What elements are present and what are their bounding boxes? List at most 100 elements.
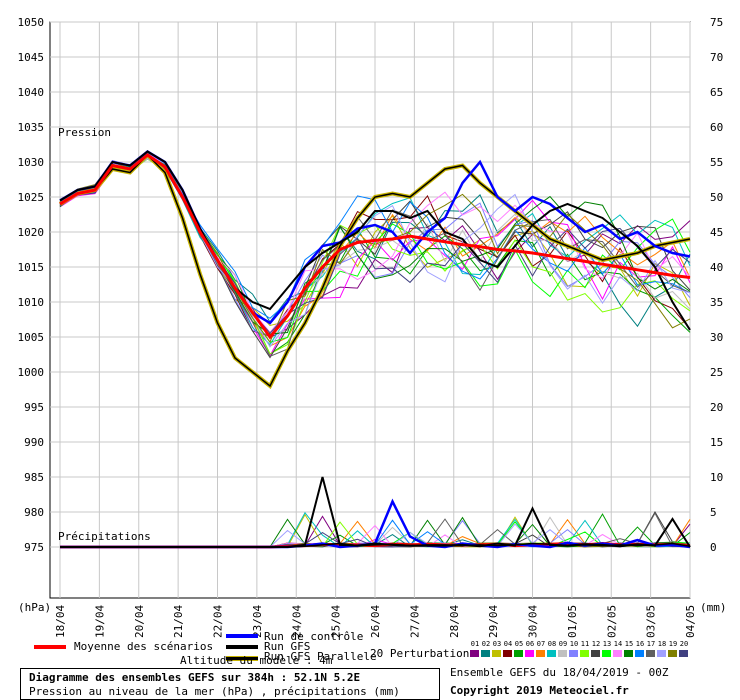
legend-altitude: Altitude du modèle : 4m: [180, 654, 333, 667]
legend-mean: Moyenne des scénarios: [74, 640, 214, 653]
perturbation-swatch: [613, 650, 622, 657]
legend-gfs: Run GFS: [264, 640, 311, 653]
perturbation-swatch: [679, 650, 688, 657]
perturbation-label: 12: [591, 640, 601, 648]
series-line-0: [59, 153, 691, 340]
copyright: Copyright 2019 Meteociel.fr: [450, 684, 629, 697]
member-pressure-line: [59, 154, 691, 343]
perturbation-label: 03: [492, 640, 502, 648]
right-tick-label: 55: [710, 156, 723, 169]
chart-subtitle: Pression au niveau de la mer (hPa) , pré…: [29, 685, 400, 698]
precip-line-3: [60, 542, 691, 548]
perturbation-label: 14: [613, 640, 623, 648]
right-tick-label: 65: [710, 86, 723, 99]
series-line-3: [59, 153, 691, 388]
perturbation-swatch: [492, 650, 501, 657]
perturbations-label: 20 Perturbations: [370, 647, 476, 660]
left-tick-label: 1045: [18, 51, 45, 64]
x-tick-label: 22/04: [212, 605, 225, 638]
x-tick-label: 02/05: [605, 605, 618, 638]
legend-swatch-gfs-parallele: [226, 656, 258, 661]
right-tick-label: 5: [710, 506, 717, 519]
right-tick-label: 25: [710, 366, 723, 379]
x-tick-label: 28/04: [448, 605, 461, 638]
plot-area: [49, 21, 691, 599]
perturbation-label: 15: [624, 640, 634, 648]
right-tick-label: 0: [710, 541, 717, 554]
left-tick-label: 1020: [18, 226, 45, 239]
perturbation-swatch: [470, 650, 479, 657]
perturbation-label: 19: [668, 640, 678, 648]
perturbation-swatch: [514, 650, 523, 657]
perturbation-swatch: [503, 650, 512, 657]
x-tick-label: 19/04: [93, 605, 106, 638]
perturbation-swatch: [569, 650, 578, 657]
panel-precip-label: Précipitations: [58, 530, 151, 543]
perturbation-label: 02: [481, 640, 491, 648]
legend-swatch-gfs: [226, 645, 258, 649]
left-tick-label: 975: [24, 541, 44, 554]
x-tick-label: 27/04: [408, 605, 421, 638]
perturbation-swatch: [602, 650, 611, 657]
perturbation-label: 06: [525, 640, 535, 648]
perturbation-label: 07: [536, 640, 546, 648]
perturbation-swatch: [624, 650, 633, 657]
perturbation-label: 10: [569, 640, 579, 648]
left-axis-unit: (hPa): [18, 601, 52, 614]
right-tick-label: 50: [710, 191, 723, 204]
right-tick-label: 15: [710, 436, 723, 449]
perturbation-swatch: [481, 650, 490, 657]
perturbation-label: 13: [602, 640, 612, 648]
left-tick-label: 1035: [18, 121, 45, 134]
left-tick-label: 995: [24, 401, 44, 414]
left-tick-label: 990: [24, 436, 44, 449]
run-info: Ensemble GEFS du 18/04/2019 - 00Z: [450, 666, 669, 679]
series-line-2: [59, 150, 691, 331]
left-tick-label: 980: [24, 506, 44, 519]
x-tick-label: 29/04: [487, 605, 500, 638]
perturbation-swatch: [536, 650, 545, 657]
left-tick-label: 985: [24, 471, 44, 484]
right-tick-label: 75: [710, 16, 723, 29]
perturbation-swatch: [635, 650, 644, 657]
right-axis-unit: (mm): [700, 601, 727, 614]
left-tick-label: 1050: [18, 16, 45, 29]
perturbation-label: 18: [657, 640, 667, 648]
left-tick-label: 1030: [18, 156, 45, 169]
left-tick-label: 1010: [18, 296, 45, 309]
right-tick-label: 40: [710, 261, 723, 274]
legend-swatch-control: [226, 634, 258, 638]
x-tick-label: 24/04: [290, 605, 303, 638]
perturbation-swatch: [558, 650, 567, 657]
right-tick-label: 30: [710, 331, 723, 344]
perturbation-swatch: [525, 650, 534, 657]
perturbation-label: 08: [547, 640, 557, 648]
perturbation-label: 05: [514, 640, 524, 648]
right-tick-label: 10: [710, 471, 723, 484]
chart-title: Diagramme des ensembles GEFS sur 384h : …: [29, 671, 361, 684]
perturbation-swatch: [547, 650, 556, 657]
perturbation-swatch: [646, 650, 655, 657]
left-tick-label: 1025: [18, 191, 45, 204]
perturbation-swatch: [591, 650, 600, 657]
perturbation-label: 17: [646, 640, 656, 648]
x-tick-label: 18/04: [54, 605, 67, 638]
x-tick-label: 04/05: [684, 605, 697, 638]
left-tick-label: 1015: [18, 261, 45, 274]
x-tick-label: 26/04: [369, 605, 382, 638]
perturbation-swatch: [580, 650, 589, 657]
main-series-lines: [58, 149, 691, 549]
title-box: Diagramme des ensembles GEFS sur 384h : …: [20, 668, 440, 700]
x-tick-label: 01/05: [566, 605, 579, 638]
x-tick-label: 20/04: [133, 605, 146, 638]
left-tick-label: 1040: [18, 86, 45, 99]
x-tick-label: 23/04: [251, 605, 264, 638]
right-tick-label: 20: [710, 401, 723, 414]
perturbation-label: 09: [558, 640, 568, 648]
left-tick-label: 1005: [18, 331, 45, 344]
perturbation-label: 04: [503, 640, 513, 648]
x-tick-label: 21/04: [172, 605, 185, 638]
perturbation-swatch: [668, 650, 677, 657]
